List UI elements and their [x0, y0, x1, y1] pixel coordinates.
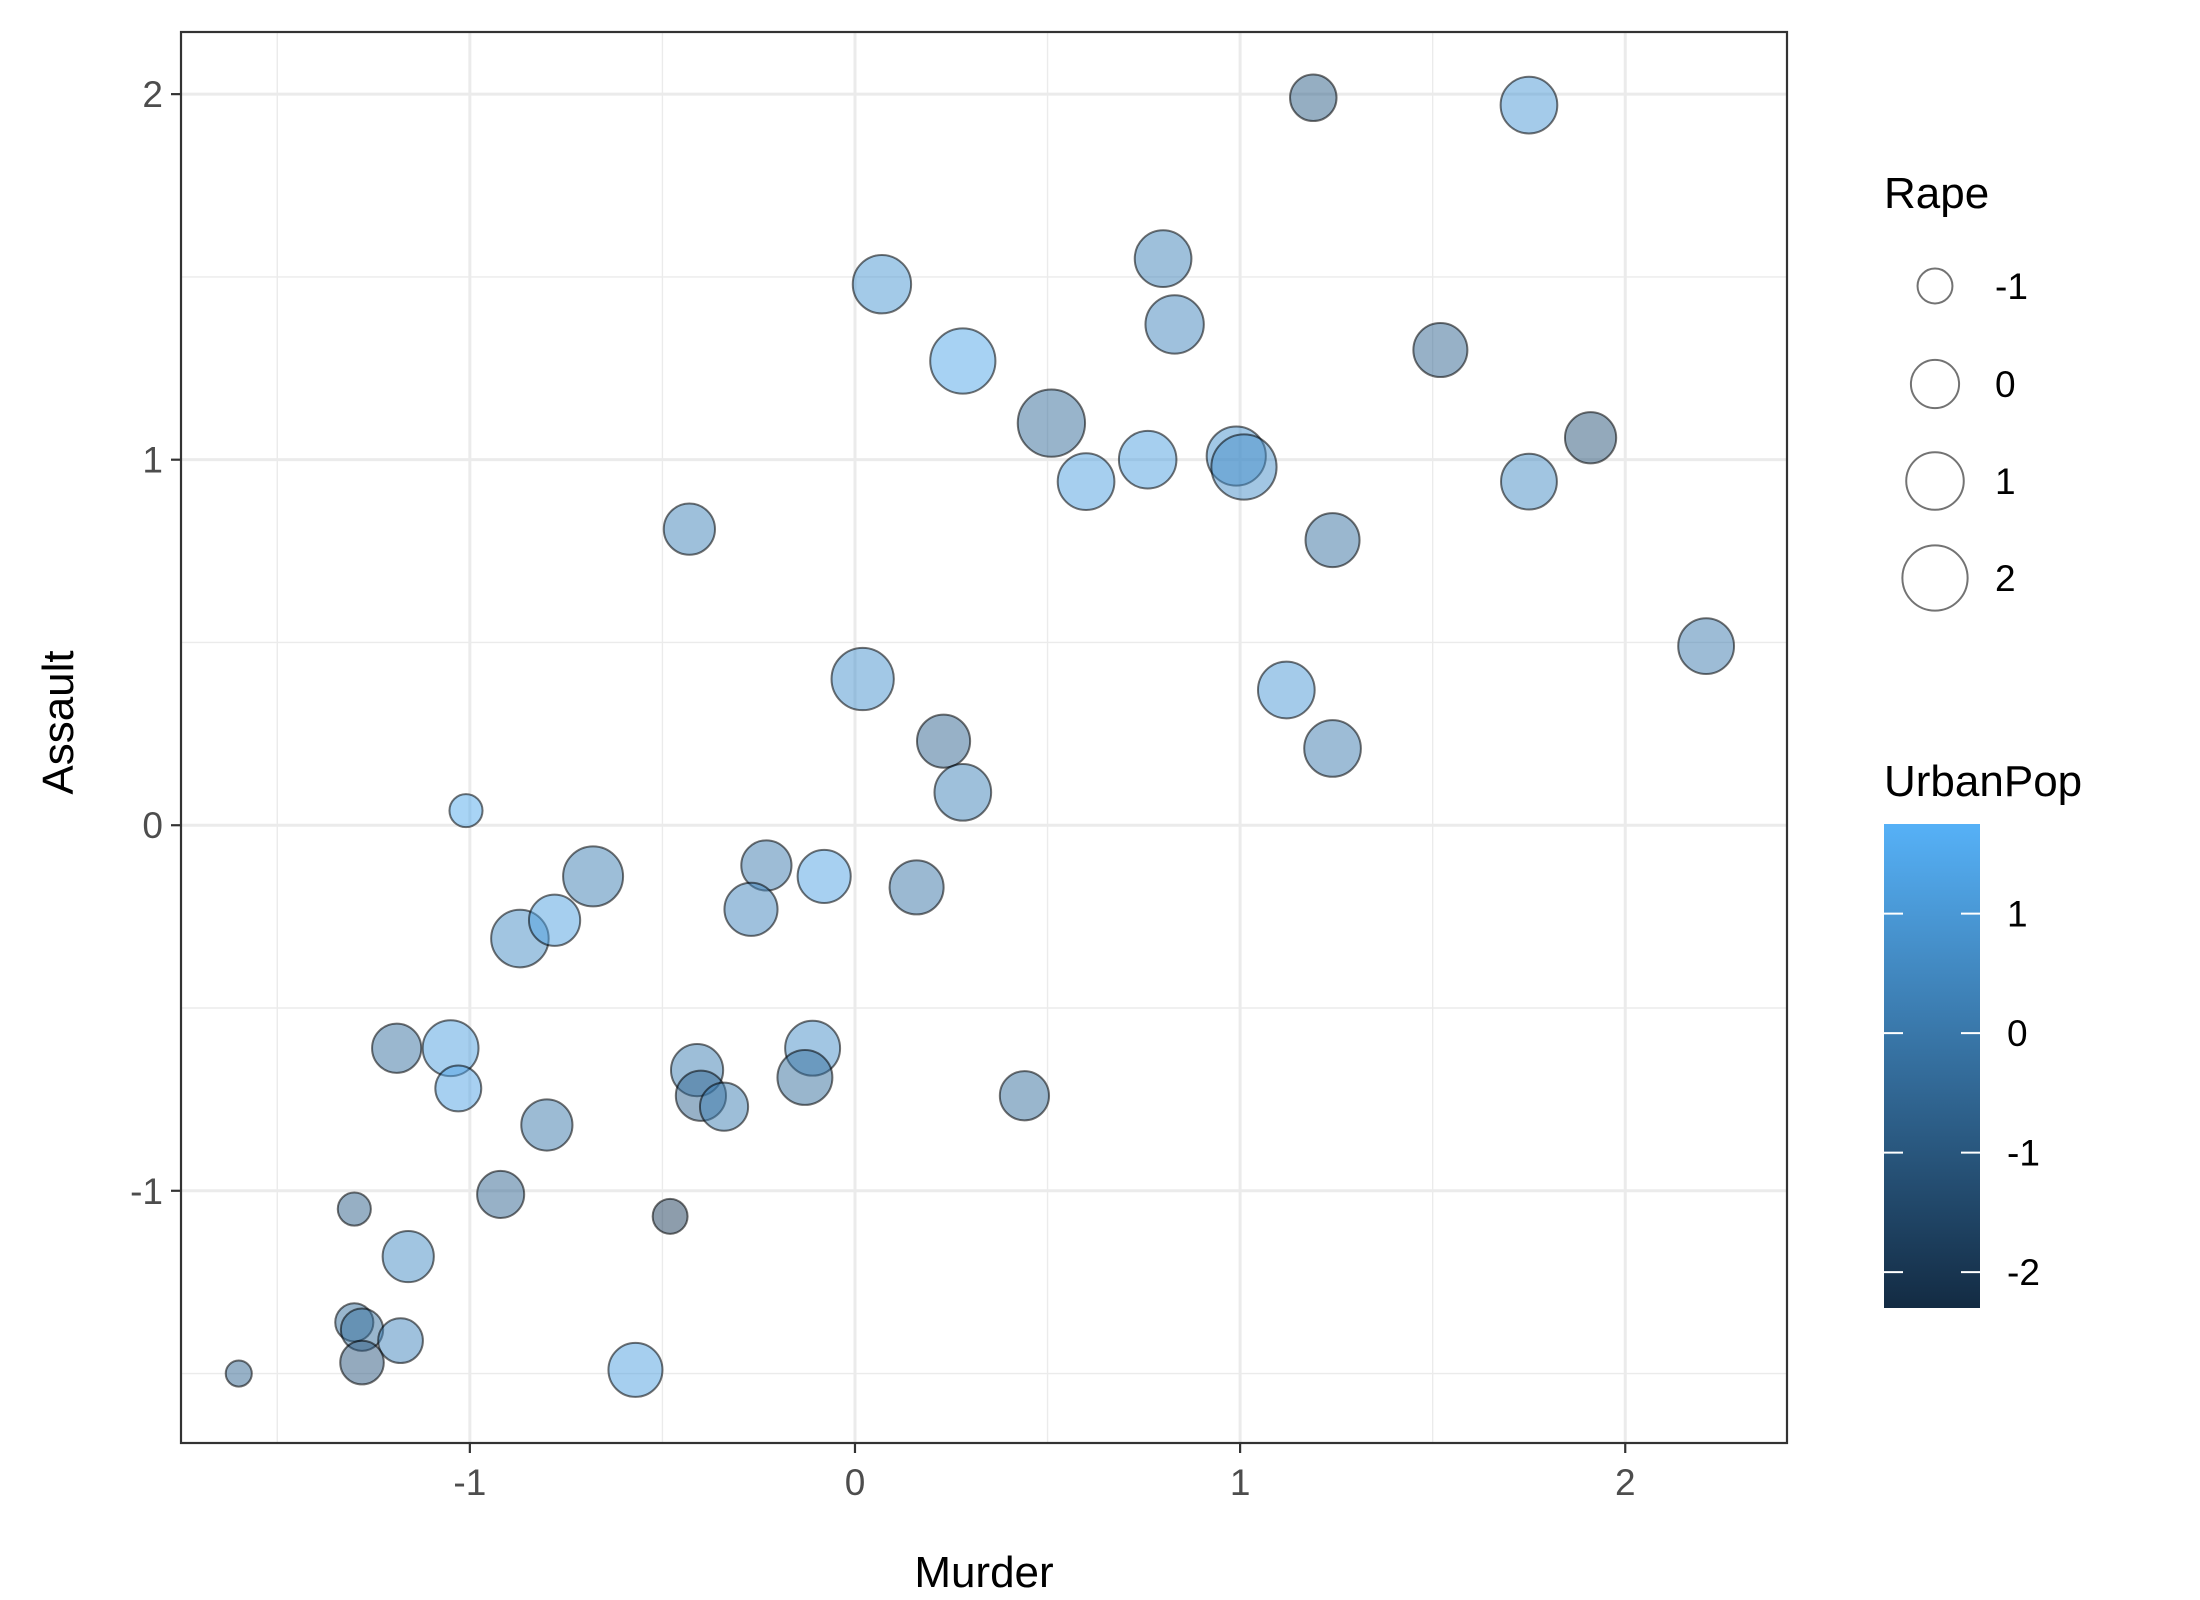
data-point [336, 1191, 372, 1227]
data-point [527, 893, 582, 947]
data-point [1016, 388, 1087, 458]
data-point [888, 859, 945, 916]
data-point [1303, 719, 1362, 778]
data-point [915, 713, 972, 769]
data-point [662, 502, 716, 556]
data-point [796, 848, 852, 904]
data-point [476, 1169, 526, 1219]
y-tick-label: 0 [142, 805, 163, 846]
size-legend-label: -1 [1995, 266, 2028, 307]
data-point [224, 1359, 253, 1388]
size-legend-title: Rape [1884, 169, 1989, 218]
x-tick-label: 2 [1615, 1462, 1636, 1503]
size-legend: Rape -1 0 1 2 [1884, 169, 2028, 612]
y-tick-label: -1 [130, 1171, 163, 1212]
data-point [448, 793, 484, 829]
data-point [929, 327, 997, 395]
data-point [1677, 617, 1736, 676]
data-point [381, 1229, 435, 1284]
y-axis-title: Assault [34, 650, 83, 794]
data-point [698, 1081, 750, 1132]
data-point [434, 1064, 483, 1113]
data-point [851, 254, 913, 315]
colorbar-label: -1 [2007, 1133, 2040, 1174]
size-legend-label: 0 [1995, 364, 2016, 405]
data-point [1117, 429, 1178, 490]
data-point [1500, 452, 1558, 511]
data-point [1304, 512, 1361, 569]
color-legend-title: UrbanPop [1884, 757, 2082, 806]
data-point [651, 1197, 689, 1235]
x-axis-title: Murder [914, 1548, 1053, 1597]
x-tick-label: 0 [845, 1462, 866, 1503]
colorbar-label: -2 [2007, 1252, 2040, 1293]
data-point [776, 1048, 834, 1106]
colorbar-label: 0 [2007, 1013, 2028, 1054]
data-point [520, 1098, 574, 1152]
size-legend-label: 2 [1995, 558, 2016, 599]
x-tick-label: -1 [453, 1462, 486, 1503]
plot-panel-border [179, 30, 1789, 1445]
data-point [1499, 75, 1559, 135]
data-point [1210, 433, 1278, 501]
x-axis: -1 0 1 2 [453, 1443, 1636, 1503]
data-point [998, 1070, 1051, 1122]
data-point [1563, 411, 1618, 465]
data-point [339, 1339, 385, 1386]
data-point [1133, 229, 1193, 288]
size-legend-key [1916, 267, 1954, 305]
size-legend-label: 1 [1995, 461, 2016, 502]
grid-minor [181, 32, 1787, 1443]
data-point [562, 845, 625, 908]
data-point [1289, 73, 1338, 123]
y-axis: -1 0 1 2 [130, 74, 181, 1212]
data-point [607, 1341, 664, 1398]
data-point [377, 1317, 424, 1365]
data-point [1256, 660, 1316, 720]
y-tick-label: 2 [142, 74, 163, 115]
data-point [1412, 321, 1469, 379]
data-point [371, 1022, 423, 1074]
data-point [1056, 452, 1116, 511]
data-point [723, 881, 779, 937]
x-tick-label: 1 [1230, 1462, 1251, 1503]
grid-major [181, 32, 1787, 1443]
size-legend-key [1909, 358, 1961, 410]
colorbar [1884, 824, 1980, 1308]
y-tick-label: 1 [142, 440, 163, 481]
size-legend-key [1905, 451, 1965, 511]
color-legend: UrbanPop 1 0 -1 -2 [1884, 757, 2082, 1308]
size-legend-key [1901, 544, 1969, 612]
data-point [933, 762, 993, 822]
data-point [1144, 294, 1205, 355]
data-point [830, 646, 895, 712]
colorbar-label: 1 [2007, 894, 2028, 935]
data-points [224, 73, 1736, 1398]
